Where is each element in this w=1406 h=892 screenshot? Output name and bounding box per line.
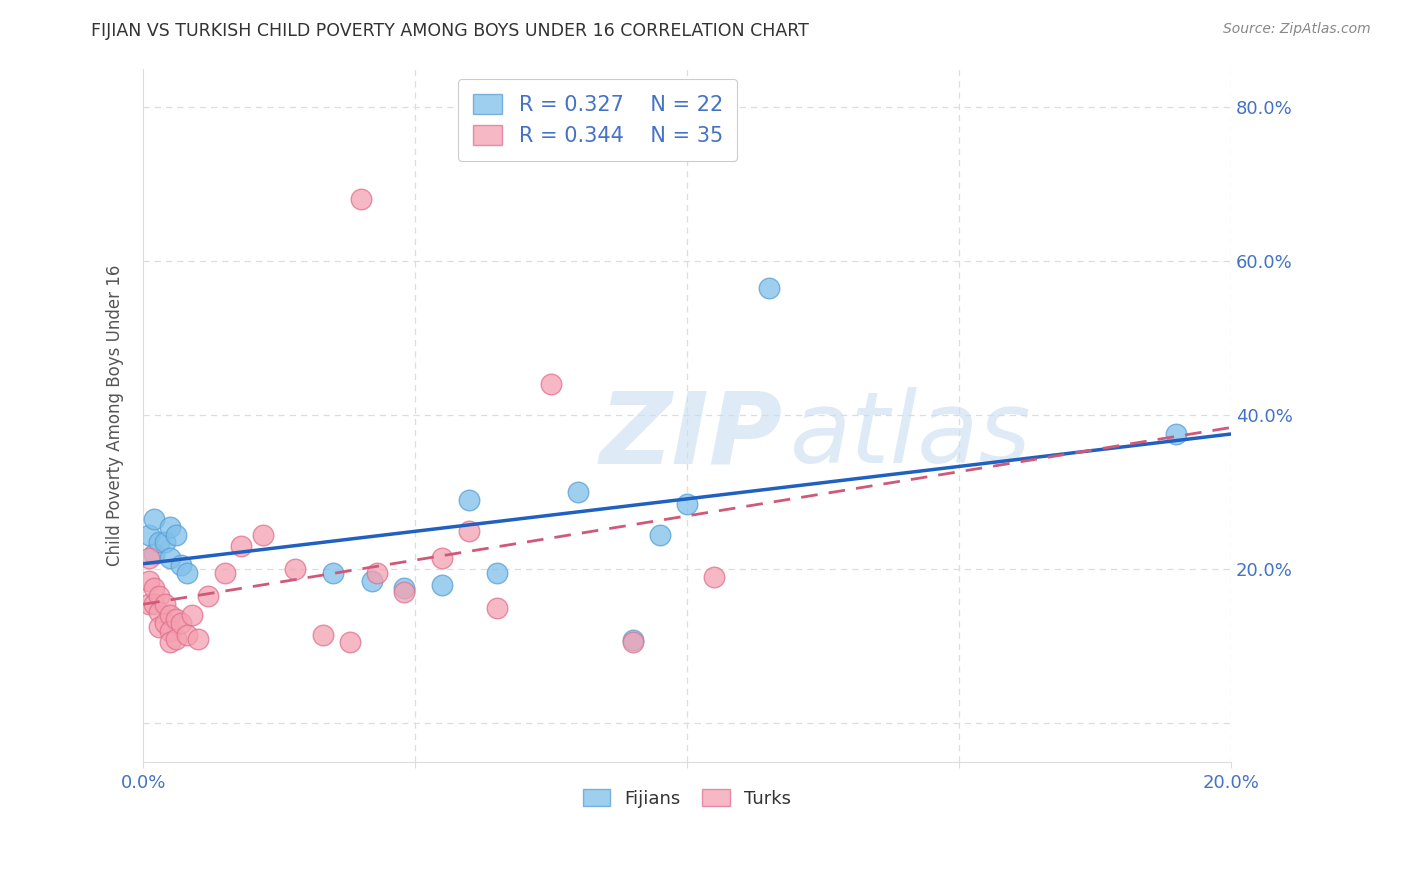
- Point: [176, 566, 198, 580]
- Point: [311, 628, 333, 642]
- Text: FIJIAN VS TURKISH CHILD POVERTY AMONG BOYS UNDER 16 CORRELATION CHART: FIJIAN VS TURKISH CHILD POVERTY AMONG BO…: [91, 22, 810, 40]
- Point: [485, 566, 508, 580]
- Point: [485, 600, 508, 615]
- Point: [350, 193, 373, 207]
- Point: [540, 377, 562, 392]
- Point: [159, 635, 181, 649]
- Point: [621, 633, 644, 648]
- Text: atlas: atlas: [790, 387, 1032, 484]
- Point: [138, 550, 160, 565]
- Point: [366, 566, 388, 580]
- Point: [170, 558, 193, 573]
- Point: [676, 497, 699, 511]
- Point: [148, 620, 170, 634]
- Point: [181, 608, 204, 623]
- Point: [567, 485, 589, 500]
- Point: [148, 589, 170, 603]
- Point: [165, 612, 187, 626]
- Point: [339, 635, 361, 649]
- Point: [703, 570, 725, 584]
- Point: [322, 566, 344, 580]
- Point: [143, 582, 166, 596]
- Point: [159, 520, 181, 534]
- Point: [148, 605, 170, 619]
- Point: [143, 597, 166, 611]
- Point: [148, 535, 170, 549]
- Point: [143, 512, 166, 526]
- Point: [159, 550, 181, 565]
- Point: [458, 492, 481, 507]
- Point: [621, 635, 644, 649]
- Point: [432, 577, 454, 591]
- Point: [392, 582, 415, 596]
- Point: [159, 608, 181, 623]
- Point: [252, 527, 274, 541]
- Point: [143, 547, 166, 561]
- Point: [165, 632, 187, 646]
- Point: [392, 585, 415, 599]
- Point: [170, 616, 193, 631]
- Legend: Fijians, Turks: Fijians, Turks: [576, 782, 799, 815]
- Text: Source: ZipAtlas.com: Source: ZipAtlas.com: [1223, 22, 1371, 37]
- Point: [284, 562, 307, 576]
- Point: [458, 524, 481, 538]
- Point: [165, 527, 187, 541]
- Point: [138, 597, 160, 611]
- Point: [214, 566, 236, 580]
- Y-axis label: Child Poverty Among Boys Under 16: Child Poverty Among Boys Under 16: [107, 264, 124, 566]
- Point: [153, 616, 176, 631]
- Point: [138, 527, 160, 541]
- Point: [1166, 427, 1188, 442]
- Point: [229, 539, 252, 553]
- Point: [138, 574, 160, 588]
- Point: [176, 628, 198, 642]
- Point: [360, 574, 382, 588]
- Point: [758, 281, 780, 295]
- Point: [186, 632, 208, 646]
- Point: [153, 597, 176, 611]
- Point: [648, 527, 671, 541]
- Point: [153, 535, 176, 549]
- Point: [159, 624, 181, 638]
- Point: [432, 550, 454, 565]
- Text: ZIP: ZIP: [600, 387, 783, 484]
- Point: [197, 589, 219, 603]
